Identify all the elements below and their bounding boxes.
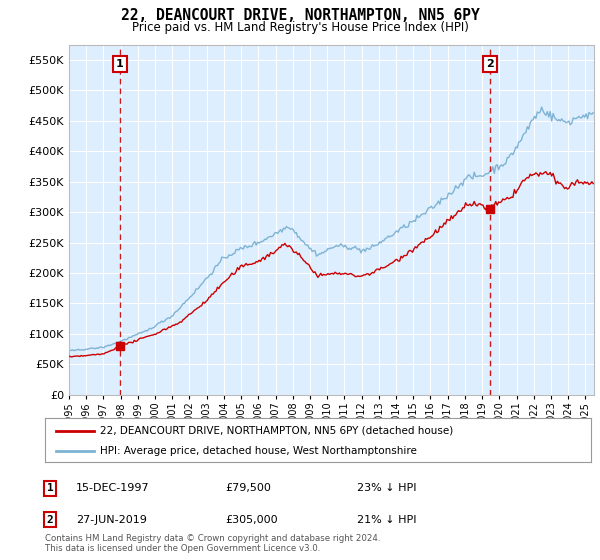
Text: 22, DEANCOURT DRIVE, NORTHAMPTON, NN5 6PY: 22, DEANCOURT DRIVE, NORTHAMPTON, NN5 6P… bbox=[121, 8, 479, 24]
Text: Contains HM Land Registry data © Crown copyright and database right 2024.
This d: Contains HM Land Registry data © Crown c… bbox=[45, 534, 380, 553]
Text: HPI: Average price, detached house, West Northamptonshire: HPI: Average price, detached house, West… bbox=[100, 446, 416, 456]
Text: £79,500: £79,500 bbox=[225, 483, 271, 493]
Text: 1: 1 bbox=[116, 59, 124, 69]
Text: 22, DEANCOURT DRIVE, NORTHAMPTON, NN5 6PY (detached house): 22, DEANCOURT DRIVE, NORTHAMPTON, NN5 6P… bbox=[100, 426, 453, 436]
Text: 23% ↓ HPI: 23% ↓ HPI bbox=[357, 483, 416, 493]
Text: £305,000: £305,000 bbox=[225, 515, 278, 525]
Text: 1: 1 bbox=[47, 483, 53, 493]
Text: 2: 2 bbox=[486, 59, 494, 69]
Text: 27-JUN-2019: 27-JUN-2019 bbox=[76, 515, 147, 525]
Text: 21% ↓ HPI: 21% ↓ HPI bbox=[357, 515, 416, 525]
Text: 2: 2 bbox=[47, 515, 53, 525]
Text: 15-DEC-1997: 15-DEC-1997 bbox=[76, 483, 150, 493]
Text: Price paid vs. HM Land Registry's House Price Index (HPI): Price paid vs. HM Land Registry's House … bbox=[131, 21, 469, 34]
